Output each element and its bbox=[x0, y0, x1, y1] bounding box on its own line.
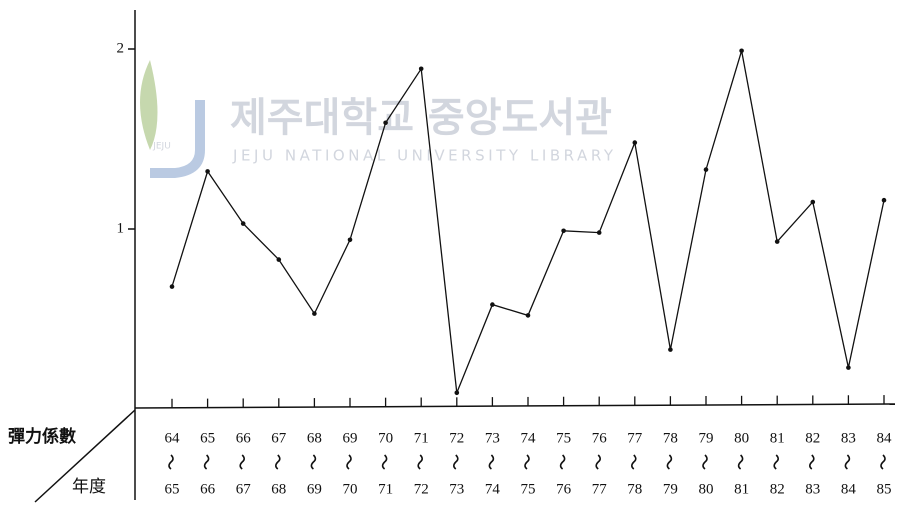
x-label-end: 70 bbox=[343, 481, 358, 497]
watermark: JEJU 제주대학교 중앙도서관 JEJU NATIONAL UNIVERSIT… bbox=[140, 60, 614, 178]
x-label-end: 66 bbox=[200, 481, 216, 497]
x-label-end: 81 bbox=[734, 481, 749, 497]
y-tick-label: 1 bbox=[117, 220, 125, 236]
point bbox=[774, 239, 780, 244]
x-label-tilde bbox=[275, 454, 281, 470]
point bbox=[703, 167, 709, 172]
logo-leaf bbox=[140, 60, 158, 150]
x-label-end: 73 bbox=[449, 481, 464, 497]
x-label-tilde bbox=[809, 454, 815, 470]
x-label-end: 76 bbox=[556, 481, 572, 497]
point bbox=[418, 66, 424, 72]
row-label-value: 彈力係數 bbox=[8, 426, 76, 446]
x-label-tilde bbox=[381, 454, 388, 470]
y-tick-label: 2 bbox=[117, 40, 125, 56]
x-label-end: 84 bbox=[841, 481, 857, 497]
point bbox=[276, 257, 282, 262]
x-label-tilde bbox=[702, 454, 708, 470]
x-label-start: 82 bbox=[805, 430, 820, 446]
x-label-start: 66 bbox=[236, 430, 252, 446]
x-label-end: 68 bbox=[271, 481, 286, 497]
x-label-start: 65 bbox=[200, 430, 215, 446]
x-label-tilde bbox=[844, 454, 851, 470]
x-label-start: 79 bbox=[699, 430, 714, 446]
x-label-tilde bbox=[453, 454, 459, 470]
point bbox=[169, 284, 175, 289]
point bbox=[810, 199, 816, 205]
x-label-start: 70 bbox=[378, 430, 393, 446]
point bbox=[846, 365, 851, 370]
x-label-tilde bbox=[168, 454, 174, 470]
x-label-start: 77 bbox=[627, 430, 643, 446]
x-label-tilde bbox=[880, 454, 886, 470]
x-label-tilde bbox=[310, 454, 317, 470]
watermark-subtitle: JEJU NATIONAL UNIVERSITY LIBRARY bbox=[232, 147, 614, 165]
x-label-start: 74 bbox=[521, 430, 537, 446]
x-label-tilde bbox=[737, 454, 744, 470]
row-label-year: 年度 bbox=[72, 477, 106, 496]
x-label-tilde bbox=[773, 454, 779, 470]
point bbox=[596, 230, 602, 235]
point bbox=[632, 140, 638, 145]
x-label-tilde bbox=[417, 454, 423, 470]
x-label-start: 68 bbox=[307, 430, 322, 446]
logo-text: JEJU bbox=[152, 142, 171, 152]
x-label-start: 67 bbox=[271, 430, 287, 446]
point bbox=[490, 302, 495, 307]
x-label-end: 83 bbox=[805, 481, 820, 497]
point bbox=[561, 228, 566, 234]
x-label-end: 71 bbox=[378, 481, 393, 497]
point bbox=[525, 313, 531, 318]
x-label-end: 78 bbox=[627, 481, 642, 497]
x-label-tilde bbox=[666, 454, 673, 470]
x-label-end: 75 bbox=[521, 481, 536, 497]
x-label-end: 65 bbox=[165, 481, 180, 497]
point bbox=[383, 120, 388, 126]
point bbox=[347, 237, 353, 243]
x-label-start: 80 bbox=[734, 430, 749, 446]
x-label-start: 73 bbox=[485, 430, 500, 446]
x-axis bbox=[134, 403, 896, 409]
watermark-title: 제주대학교 중앙도서관 bbox=[230, 95, 612, 141]
table-diagonal bbox=[34, 409, 136, 503]
x-label-tilde bbox=[595, 454, 601, 470]
point bbox=[312, 311, 317, 316]
point bbox=[205, 169, 210, 174]
x-label-end: 69 bbox=[307, 481, 322, 497]
x-label-tilde bbox=[559, 454, 566, 470]
x-label-start: 72 bbox=[449, 430, 464, 446]
logo-j bbox=[150, 100, 205, 178]
x-label-start: 84 bbox=[877, 430, 893, 446]
x-label-end: 85 bbox=[877, 481, 892, 497]
x-label-end: 72 bbox=[414, 481, 429, 497]
x-label-tilde bbox=[239, 454, 245, 470]
x-label-start: 75 bbox=[556, 430, 571, 446]
x-label-start: 76 bbox=[592, 430, 608, 446]
x-label-end: 74 bbox=[485, 481, 501, 497]
x-label-start: 71 bbox=[414, 430, 429, 446]
x-label-tilde bbox=[631, 454, 637, 470]
point bbox=[881, 197, 887, 203]
x-label-end: 80 bbox=[699, 481, 714, 497]
point bbox=[739, 48, 744, 54]
x-label-start: 81 bbox=[770, 430, 785, 446]
x-label-end: 82 bbox=[770, 481, 785, 497]
x-label-end: 77 bbox=[592, 481, 608, 497]
point bbox=[240, 221, 246, 226]
x-label-start: 83 bbox=[841, 430, 856, 446]
x-label-tilde bbox=[346, 454, 352, 470]
x-label-end: 79 bbox=[663, 481, 678, 497]
x-label-tilde bbox=[203, 454, 210, 470]
x-label-start: 64 bbox=[165, 430, 181, 446]
point bbox=[454, 390, 460, 396]
x-label-start: 78 bbox=[663, 430, 678, 446]
x-label-tilde bbox=[488, 454, 495, 470]
x-label-end: 67 bbox=[236, 481, 252, 497]
x-label-start: 69 bbox=[343, 430, 358, 446]
point bbox=[668, 347, 673, 352]
x-label-tilde bbox=[524, 454, 530, 470]
